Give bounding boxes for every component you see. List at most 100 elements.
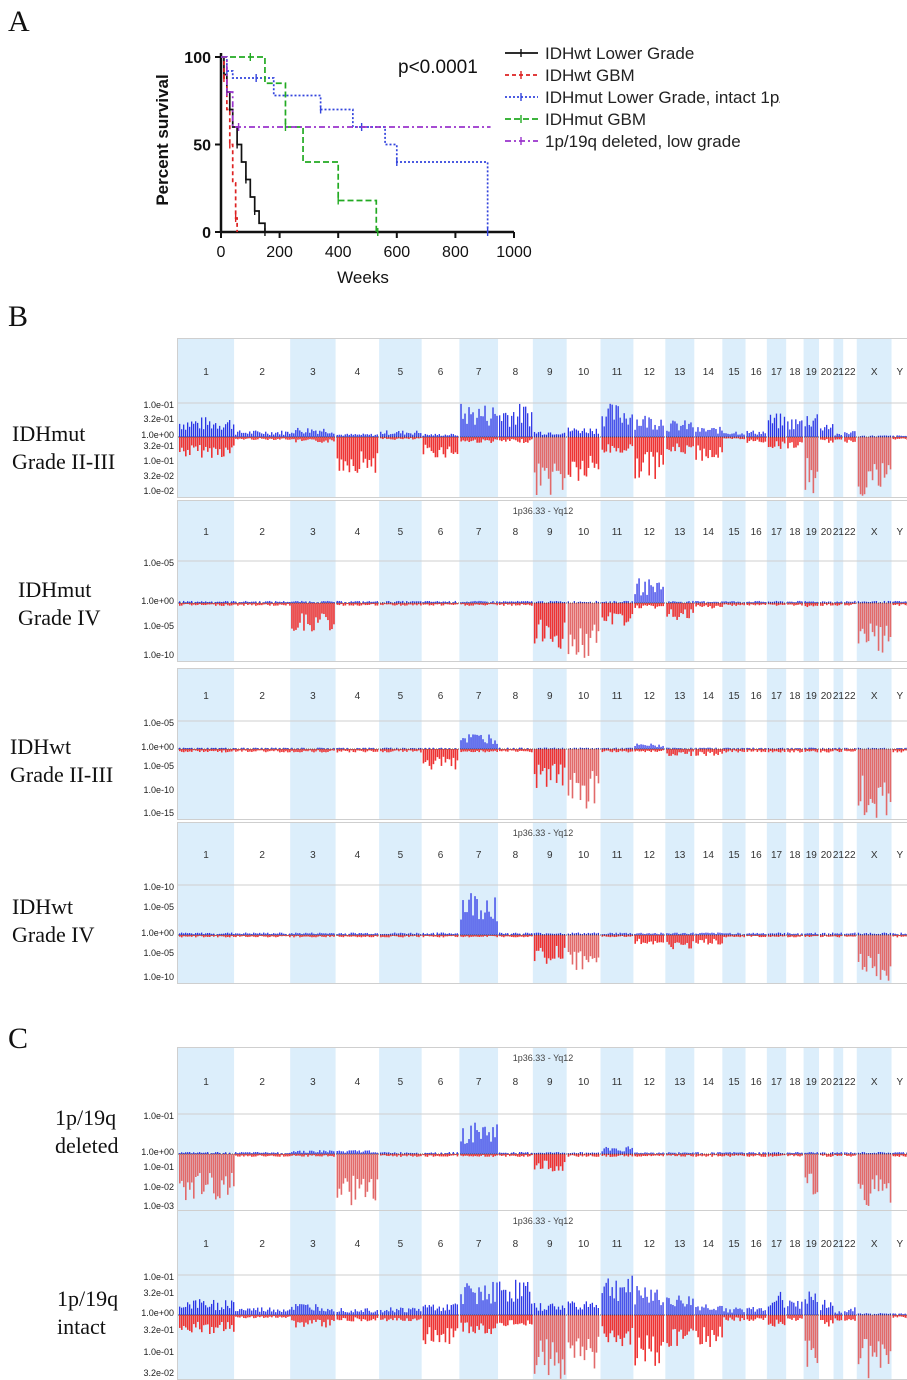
loss-bar xyxy=(441,1315,443,1335)
gain-bar xyxy=(478,1132,479,1154)
loss-bar xyxy=(642,935,644,943)
loss-bar xyxy=(187,749,189,752)
loss-bar xyxy=(353,1154,355,1176)
loss-bar xyxy=(560,1154,562,1166)
loss-bar xyxy=(544,749,546,768)
loss-bar xyxy=(770,437,772,447)
gain-bar xyxy=(384,1311,385,1315)
loss-bar xyxy=(221,1315,223,1322)
chromosome-band xyxy=(459,1048,498,1212)
chromosome-label: 8 xyxy=(513,1239,519,1250)
loss-bar xyxy=(343,437,345,471)
gain-bar xyxy=(323,1311,324,1315)
loss-bar xyxy=(761,1315,763,1318)
loss-bar xyxy=(592,935,594,959)
gain-bar xyxy=(480,1139,481,1154)
loss-bar xyxy=(558,935,560,957)
gain-bar xyxy=(468,1286,469,1315)
gain-bar xyxy=(233,1302,234,1315)
chromosome-label: 12 xyxy=(644,527,656,538)
loss-bar xyxy=(195,437,197,447)
loss-bar xyxy=(513,1315,515,1324)
loss-bar xyxy=(763,1154,765,1157)
gain-bar xyxy=(755,434,756,437)
loss-bar xyxy=(772,749,774,752)
gain-bar xyxy=(674,1306,675,1315)
loss-bar xyxy=(525,1315,527,1325)
loss-bar xyxy=(556,749,558,783)
gain-bar xyxy=(333,434,334,437)
axis-tick-label: 1.0e-05 xyxy=(143,558,174,568)
loss-bar xyxy=(697,437,699,445)
loss-bar xyxy=(795,1315,797,1321)
loss-bar xyxy=(382,749,384,752)
gain-bar xyxy=(642,1298,643,1315)
loss-bar xyxy=(464,437,466,441)
loss-bar xyxy=(668,749,670,756)
loss-bar xyxy=(353,603,355,606)
loss-bar xyxy=(811,1315,813,1350)
loss-bar xyxy=(390,1315,392,1319)
gain-bar xyxy=(536,1308,537,1315)
gain-bar xyxy=(660,589,661,603)
loss-bar xyxy=(285,1315,287,1318)
loss-bar xyxy=(488,749,490,752)
loss-bar xyxy=(523,437,525,443)
loss-bar xyxy=(868,749,870,805)
loss-bar xyxy=(590,437,592,456)
chromosome-label: 19 xyxy=(806,1077,818,1088)
gain-bar xyxy=(684,1306,685,1315)
gain-bar xyxy=(321,432,322,437)
loss-bar xyxy=(578,749,580,783)
loss-bar xyxy=(713,749,715,756)
loss-bar xyxy=(345,1154,347,1178)
loss-bar xyxy=(546,437,548,468)
panel-letter-c: C xyxy=(8,1022,28,1056)
loss-bar xyxy=(594,603,596,625)
loss-bar xyxy=(682,749,684,752)
gain-bar xyxy=(690,1305,691,1315)
loss-bar xyxy=(868,603,870,641)
gain-bar xyxy=(564,433,565,437)
loss-bar xyxy=(705,749,707,756)
loss-bar xyxy=(654,935,656,941)
gain-bar xyxy=(580,1308,581,1315)
loss-bar xyxy=(179,1154,181,1183)
gain-bar xyxy=(711,1310,712,1315)
loss-bar xyxy=(782,437,784,442)
gain-bar xyxy=(770,1305,771,1315)
loss-bar xyxy=(882,1154,884,1191)
loss-bar xyxy=(357,1315,359,1318)
loss-bar xyxy=(499,437,501,440)
gain-bar xyxy=(509,1292,510,1315)
gain-bar xyxy=(813,421,814,437)
chromosome-band xyxy=(722,339,745,497)
loss-bar xyxy=(303,603,305,631)
gain-bar xyxy=(644,745,645,749)
gain-bar xyxy=(854,431,855,437)
loss-bar xyxy=(759,437,761,442)
loss-bar xyxy=(858,437,860,487)
loss-bar xyxy=(425,1315,427,1344)
loss-bar xyxy=(713,437,715,457)
gain-bar xyxy=(590,429,591,437)
loss-bar xyxy=(864,935,866,967)
gain-bar xyxy=(482,1300,483,1315)
gain-bar xyxy=(570,431,571,437)
gain-bar xyxy=(614,1298,615,1315)
loss-bar xyxy=(733,1315,735,1321)
gain-bar xyxy=(658,745,659,749)
loss-bar xyxy=(686,437,688,445)
gain-bar xyxy=(449,1310,450,1315)
loss-bar xyxy=(325,749,327,752)
loss-bar xyxy=(874,603,876,636)
loss-bar xyxy=(398,1315,400,1318)
loss-bar xyxy=(550,603,552,639)
gain-bar xyxy=(235,1311,236,1315)
gain-bar xyxy=(499,415,500,437)
loss-bar xyxy=(735,603,737,606)
loss-bar xyxy=(805,437,807,490)
loss-bar xyxy=(626,1315,628,1334)
gain-bar xyxy=(390,434,391,437)
chromosome-label: 11 xyxy=(612,1077,623,1088)
